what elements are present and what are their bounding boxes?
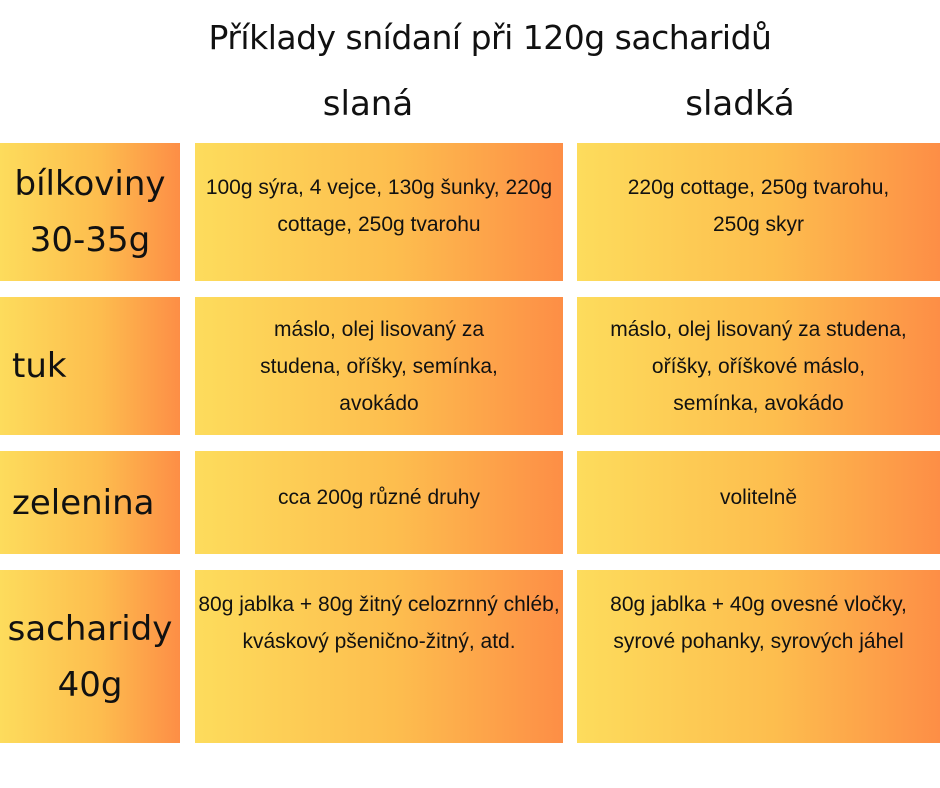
column-header-sweet: sladká [685,84,795,124]
cell-vegetables-sweet: volitelně [577,451,940,554]
row-label-carbs: sacharidy 40g [0,570,180,743]
column-header-savory: slaná [322,84,414,124]
cell-text: 80g jablka + 80g žitný celozrnný chléb, … [198,593,560,653]
row-label-line1: zelenina [12,482,155,523]
row-label-line2: 40g [57,664,123,705]
cell-fat-savory: máslo, olej lisovaný za studena, oříšky,… [195,297,563,435]
cell-protein-sweet: 220g cottage, 250g tvarohu, 250g skyr [577,143,940,281]
cell-text: 80g jablka + 40g ovesné vločky, syrové p… [610,593,907,653]
cell-carbs-sweet: 80g jablka + 40g ovesné vločky, syrové p… [577,570,940,743]
row-label-vegetables: zelenina [0,451,180,554]
cell-vegetables-savory: cca 200g různé druhy [195,451,563,554]
cell-protein-savory: 100g sýra, 4 vejce, 130g šunky, 220g cot… [195,143,563,281]
cell-text: cca 200g různé druhy [278,486,480,509]
row-label-line1: tuk [12,346,67,386]
row-label-fat: tuk [0,297,180,435]
cell-text: volitelně [719,486,798,509]
row-label-line1: bílkoviny [14,164,166,204]
cell-fat-sweet: máslo, olej lisovaný za studena, oříšky,… [577,297,940,435]
cell-text: 220g cottage, 250g tvarohu, 250g skyr [627,176,890,236]
cell-text: 100g sýra, 4 vejce, 130g šunky, 220g cot… [205,176,553,236]
row-label-line1: sacharidy [7,608,173,649]
cell-text: máslo, olej lisovaný za studena, oříšky,… [610,318,907,415]
page-title: Příklady snídaní při 120g sacharidů [208,18,772,57]
row-label-line2: 30-35g [29,220,151,260]
row-label-protein: bílkoviny 30-35g [0,143,180,281]
cell-text: máslo, olej lisovaný za studena, oříšky,… [260,318,498,415]
cell-carbs-savory: 80g jablka + 80g žitný celozrnný chléb, … [195,570,563,743]
